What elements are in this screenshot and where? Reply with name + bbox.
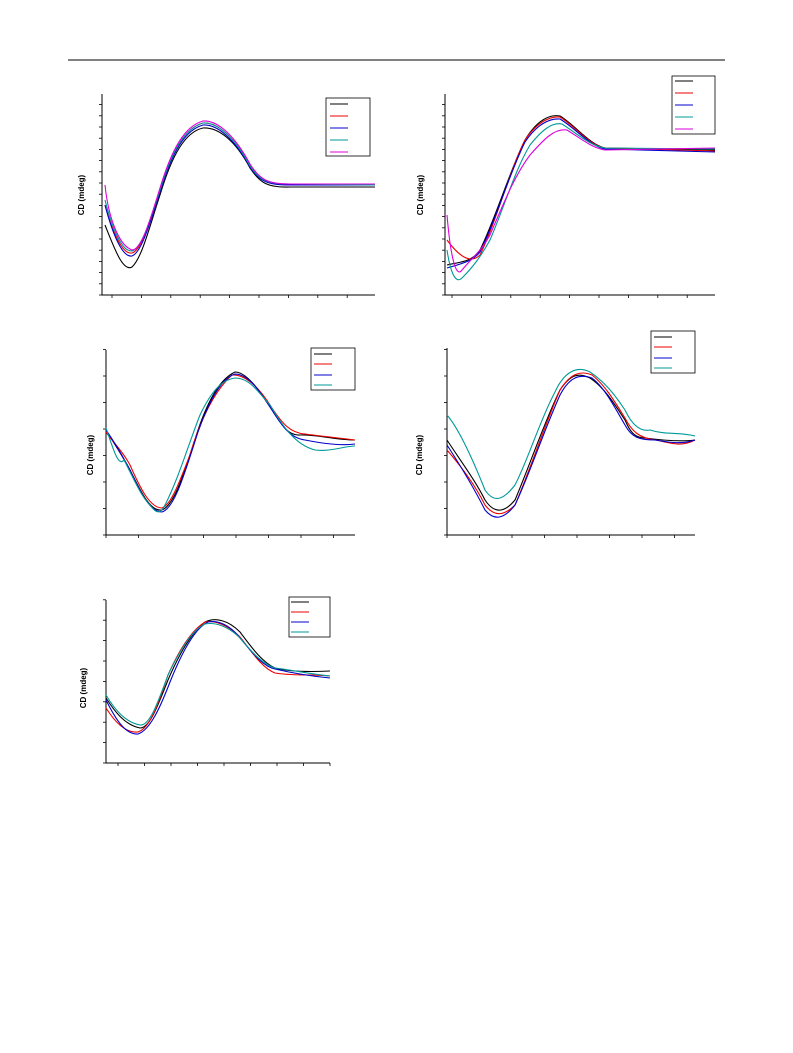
- curve: [105, 377, 356, 513]
- curve: [104, 127, 375, 269]
- ticks: [103, 349, 334, 538]
- panel: CD (mdeg): [79, 596, 331, 766]
- ticks: [99, 104, 348, 298]
- curve: [104, 122, 376, 252]
- curve: [105, 621, 331, 733]
- ticks: [103, 599, 331, 766]
- curve: [104, 124, 375, 257]
- panel: CD (mdeg): [86, 347, 356, 538]
- y-axis-label: CD (mdeg): [416, 174, 425, 215]
- y-axis-label: CD (mdeg): [415, 434, 424, 475]
- y-axis-label: CD (mdeg): [77, 174, 86, 215]
- curve: [446, 129, 716, 273]
- curve: [446, 123, 716, 281]
- curve: [105, 621, 331, 735]
- curve: [446, 368, 696, 499]
- legend-box: [650, 330, 696, 374]
- curve: [105, 374, 356, 509]
- panel: CD (mdeg): [77, 94, 376, 298]
- legend-box: [288, 596, 331, 638]
- panel: CD (mdeg): [415, 330, 696, 538]
- legend-box: [310, 347, 356, 391]
- curve: [446, 118, 716, 269]
- ticks: [442, 104, 688, 298]
- curve: [105, 371, 356, 511]
- curve: [104, 120, 375, 251]
- curve: [446, 116, 716, 260]
- curve: [446, 374, 696, 511]
- curve: [446, 375, 696, 518]
- legend-box: [325, 97, 371, 157]
- axes: [446, 348, 695, 536]
- curve: [105, 622, 331, 726]
- panel: CD (mdeg): [416, 75, 716, 298]
- y-axis-label: CD (mdeg): [79, 667, 88, 708]
- ticks: [444, 349, 675, 538]
- y-axis-label: CD (mdeg): [86, 434, 95, 475]
- curve: [446, 115, 716, 266]
- curve: [446, 372, 696, 515]
